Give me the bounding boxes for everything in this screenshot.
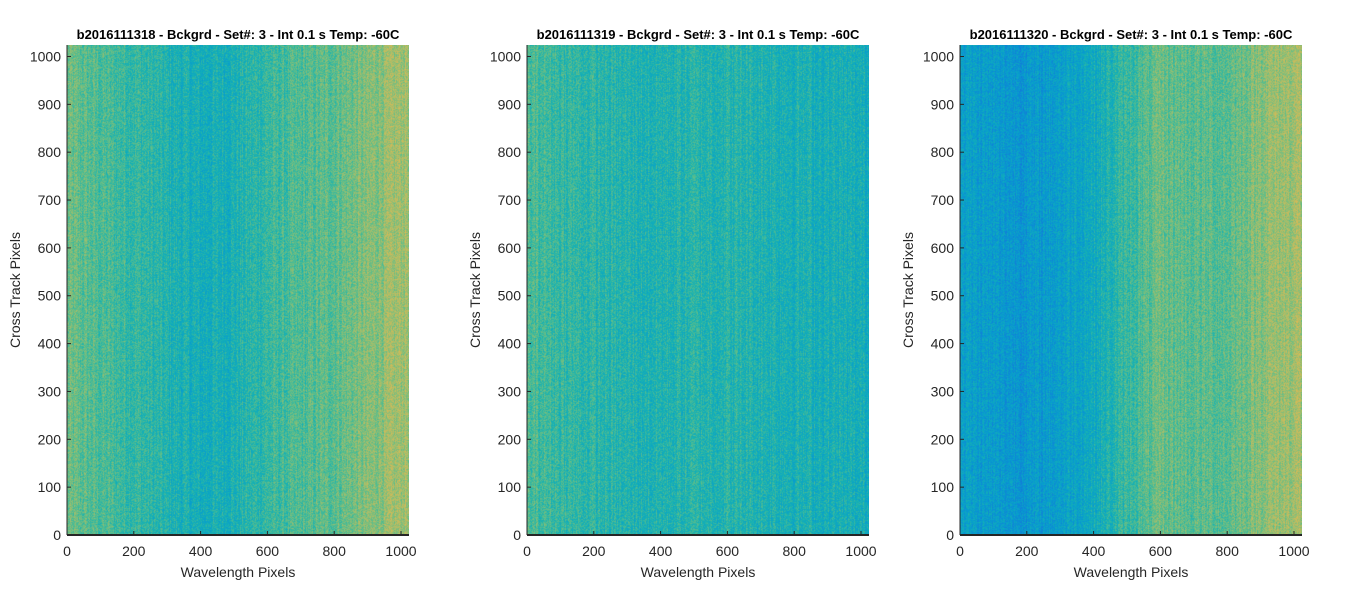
y-tick-label: 900 [38,96,62,112]
y-tick-label: 400 [38,336,62,352]
chart-panel-3: 0 200 400 600 800 1000 0 100 200 300 400 500 600 700 8… [900,27,1310,580]
x-tick-label: 600 [716,543,740,559]
y-tick-label: 1000 [923,48,954,64]
x-tick-label: 600 [1149,543,1173,559]
y-tick-label: 400 [498,336,522,352]
y-tick-label: 0 [513,527,521,543]
y-tick-label: 0 [53,527,61,543]
y-tick-label: 100 [38,479,62,495]
y-tick-label: 200 [498,431,522,447]
y-tick-label: 800 [498,144,522,160]
x-tick-label: 200 [582,543,606,559]
chart-panel-1: 0 200 400 600 800 1000 0 100 200 300 400 500 600 700 8… [7,27,417,580]
y-tick-label: 900 [931,96,955,112]
y-tick-label: 200 [931,431,955,447]
y-axis-label: Cross Track Pixels [467,232,483,348]
y-tick-label: 100 [931,479,955,495]
chart-title: b2016111318 - Bckgrd - Set#: 3 - Int 0.1… [77,27,400,42]
x-tick-label: 0 [63,543,71,559]
y-tick-label: 500 [931,288,955,304]
x-tick-label: 200 [122,543,146,559]
x-tick-label: 400 [649,543,673,559]
y-axis-label: Cross Track Pixels [7,232,23,348]
y-tick-label: 900 [498,96,522,112]
y-tick-label: 700 [931,192,955,208]
y-axis-label: Cross Track Pixels [900,232,916,348]
x-tick-label: 0 [523,543,531,559]
x-tick-label: 1000 [845,543,876,559]
x-axis-label: Wavelength Pixels [181,564,296,580]
y-tick-label: 500 [498,288,522,304]
chart-title: b2016111319 - Bckgrd - Set#: 3 - Int 0.1… [537,27,860,42]
y-tick-label: 600 [931,240,955,256]
x-tick-label: 800 [1216,543,1240,559]
y-tick-label: 600 [498,240,522,256]
y-tick-label: 400 [931,336,955,352]
chart-title: b2016111320 - Bckgrd - Set#: 3 - Int 0.1… [970,27,1293,42]
y-tick-label: 100 [498,479,522,495]
x-tick-label: 800 [323,543,347,559]
y-tick-label: 700 [38,192,62,208]
heatmap-image [67,45,409,535]
y-tick-label: 300 [498,383,522,399]
x-tick-label: 1000 [1278,543,1309,559]
y-tick-label: 0 [946,527,954,543]
y-tick-label: 800 [931,144,955,160]
y-tick-label: 300 [931,383,955,399]
y-tick-label: 700 [498,192,522,208]
heatmap-image [527,45,869,535]
y-tick-label: 500 [38,288,62,304]
y-tick-label: 600 [38,240,62,256]
x-tick-label: 400 [1082,543,1106,559]
y-tick-label: 800 [38,144,62,160]
chart-panel-2: 0 200 400 600 800 1000 0 100 200 300 400 500 600 700 8… [467,27,877,580]
y-tick-label: 200 [38,431,62,447]
x-tick-label: 400 [189,543,213,559]
y-tick-label: 300 [38,383,62,399]
x-tick-label: 1000 [385,543,416,559]
x-axis-label: Wavelength Pixels [641,564,756,580]
y-tick-label: 1000 [30,48,61,64]
x-axis-label: Wavelength Pixels [1074,564,1189,580]
x-tick-label: 0 [956,543,964,559]
x-tick-label: 200 [1015,543,1039,559]
x-tick-label: 600 [256,543,280,559]
heatmap-image [960,45,1302,535]
y-tick-label: 1000 [490,48,521,64]
x-tick-label: 800 [783,543,807,559]
